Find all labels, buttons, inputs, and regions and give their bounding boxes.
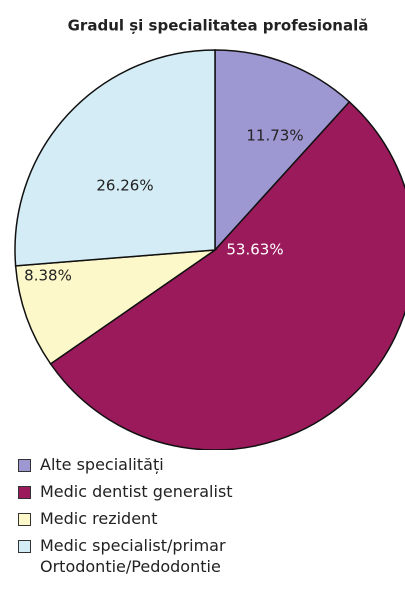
legend-label: Medic rezident (40, 509, 158, 528)
legend-item: Alte specialități (18, 454, 298, 475)
pie-slice (49, 100, 405, 450)
data-label: 11.73% (246, 127, 303, 145)
pie-slice (214, 49, 351, 252)
data-label: 53.63% (226, 241, 283, 259)
legend-swatch (18, 513, 31, 526)
legend-item: Medic rezident (18, 508, 298, 529)
pie-slice (14, 249, 218, 365)
legend-swatch (18, 459, 31, 472)
legend-swatch (18, 486, 31, 499)
legend-item: Medic dentist generalist (18, 481, 298, 502)
pie-slice (14, 49, 216, 267)
legend-swatch (18, 540, 31, 553)
legend: Alte specialități Medic dentist generalis… (18, 454, 298, 583)
chart: Gradul și specialitatea profesională 11.… (14, 17, 405, 450)
legend-label: Medic dentist generalist (40, 482, 233, 501)
legend-label: Alte specialități (40, 455, 164, 474)
chart-title: Gradul și specialitatea profesională (68, 17, 369, 35)
legend-item: Medic specialist/primar Ortodontie/Pedod… (18, 535, 298, 577)
data-label: 26.26% (96, 177, 153, 195)
legend-label: Medic specialist/primar Ortodontie/Pedod… (40, 536, 226, 576)
data-label: 8.38% (24, 267, 72, 285)
